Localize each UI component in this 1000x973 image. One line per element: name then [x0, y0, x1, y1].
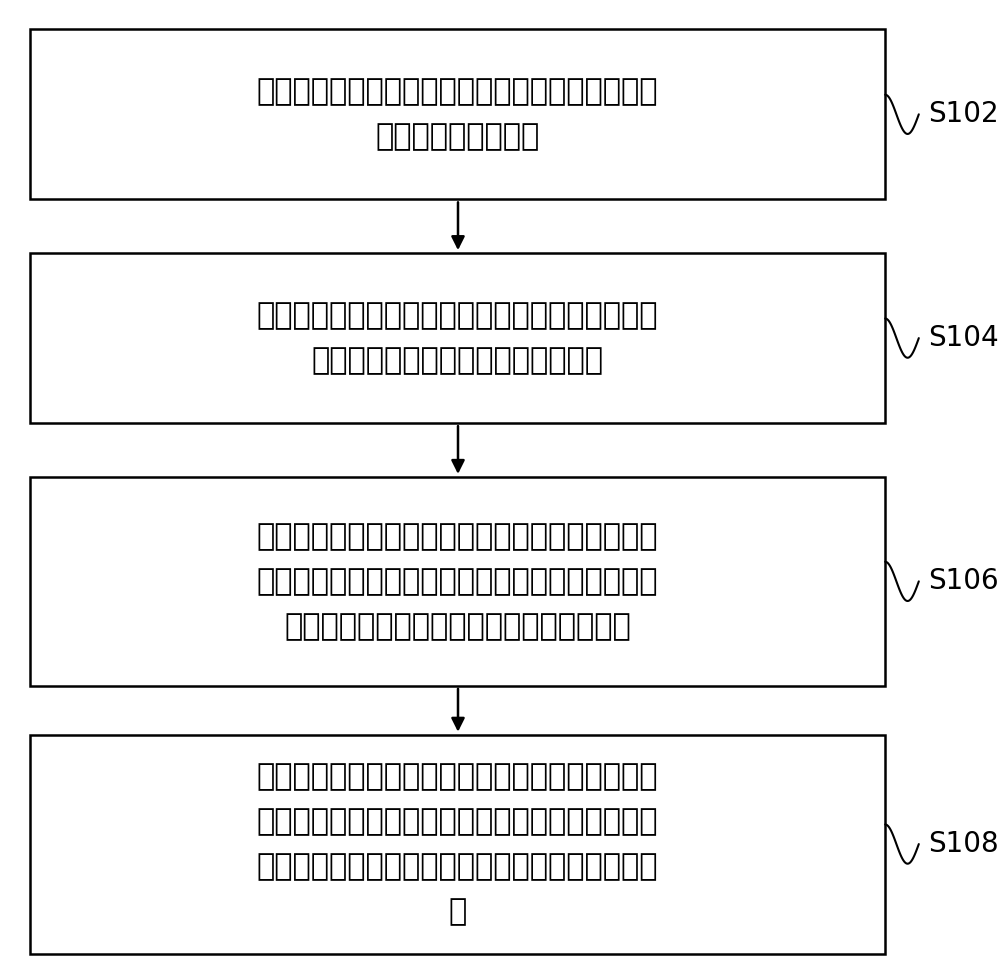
Text: S106-2: S106-2 [928, 567, 1000, 595]
Text: 从各电机对应的损失功率表中，获取相应电机在实
时转速下产生不同扭矩时的损失功率: 从各电机对应的损失功率表中，获取相应电机在实 时转速下产生不同扭矩时的损失功率 [257, 301, 658, 376]
Text: S102: S102 [928, 100, 999, 128]
Text: S108: S108 [928, 830, 999, 858]
Text: 在车辆运行期间，获取驾驶员操作车辆的需求扭矩
以及电机的实时转速: 在车辆运行期间，获取驾驶员操作车辆的需求扭矩 以及电机的实时转速 [257, 77, 658, 152]
Text: S104: S104 [928, 324, 999, 352]
Bar [30, 29, 885, 199]
Bar [30, 477, 885, 686]
Bar [30, 735, 885, 954]
Text: 按扭矩和值为需求扭矩，从获取的每个电机对应的
输出扭矩中，任意选择一个输出扭矩进行组合，并
计算每种扭矩组合对应的输出损失功率和值: 按扭矩和值为需求扭矩，从获取的每个电机对应的 输出扭矩中，任意选择一个输出扭矩进… [257, 522, 658, 641]
Bar [30, 253, 885, 423]
Text: 根据每种扭矩组合对应的损失功率和值，确定需求
扭矩在至少两个电机中的扭矩分配比例，以使所确
定的扭矩分配比例对应的损失功率和值满足预设要
求: 根据每种扭矩组合对应的损失功率和值，确定需求 扭矩在至少两个电机中的扭矩分配比例… [257, 762, 658, 926]
